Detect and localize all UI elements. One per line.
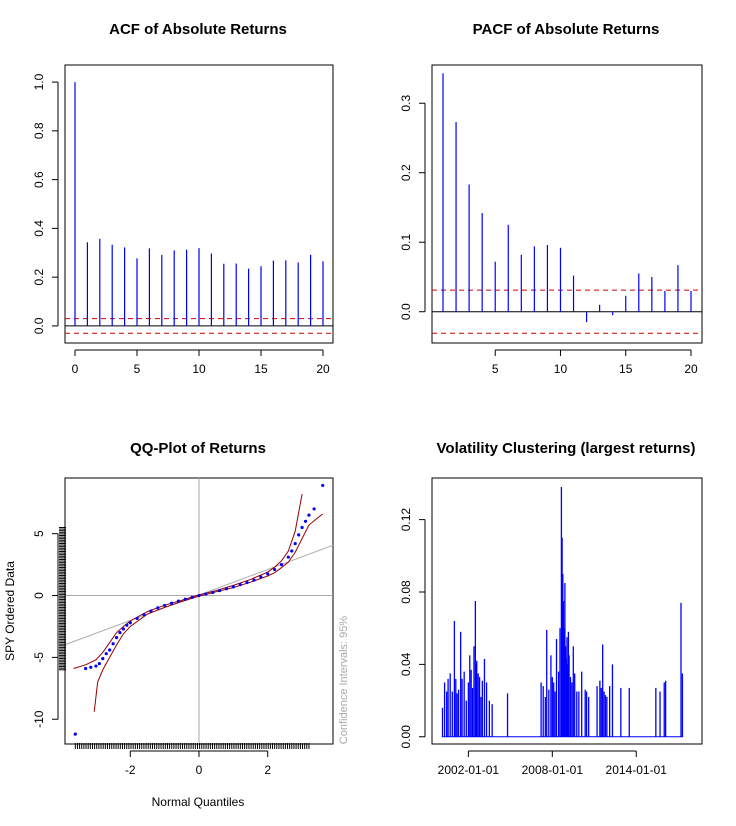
volatility-panel: Volatility Clustering (largest returns) … (399, 440, 703, 777)
pacf-x-tick-label: 5 (492, 362, 499, 376)
qq-point (169, 601, 174, 605)
qq-point (149, 609, 153, 613)
acf-y-tick-label: 0.4 (32, 220, 46, 237)
qq-point (211, 590, 215, 595)
qq-point (97, 661, 101, 666)
acf-y-tick-label: 1.0 (32, 73, 46, 90)
qq-point (197, 593, 201, 598)
volatility-y-tick-label: 0.08 (399, 580, 413, 604)
qq-point (176, 599, 180, 603)
qq-point (231, 585, 235, 589)
pacf-title: PACF of Absolute Returns (473, 21, 660, 38)
acf-plot-frame (64, 64, 334, 344)
qq-point (272, 567, 277, 572)
qq-point (114, 636, 119, 640)
qq-point (218, 588, 222, 593)
qq-point (108, 648, 112, 652)
qq-point (73, 732, 77, 736)
acf-x-tick-label: 0 (72, 362, 79, 376)
acf-y-tick-label: 0.8 (32, 122, 46, 139)
volatility-plot-frame (431, 477, 703, 745)
pacf-plot-frame (431, 64, 703, 344)
qq-y-tick-label: 5 (32, 530, 46, 537)
qq-point (321, 483, 325, 488)
pacf-x-tick-label: 10 (554, 362, 568, 376)
qq-ci-upper-curve (73, 493, 303, 670)
qq-point (104, 652, 108, 656)
qq-ci-lower-curve (93, 513, 324, 712)
qq-point (183, 597, 187, 601)
acf-y-tick-label: 0.2 (32, 268, 46, 285)
qq-y-tick-label: -5 (32, 652, 46, 663)
qq-point (238, 583, 242, 587)
qq-point (101, 657, 105, 661)
qq-point (293, 541, 297, 546)
qq-point (303, 519, 308, 523)
qq-point (204, 592, 208, 596)
volatility-y-tick-label: 0.12 (399, 508, 413, 532)
acf-y-tick-label: 0.6 (32, 171, 46, 188)
acf-panel: ACF of Absolute Returns 0 5 10 15 20 0.0 0.2 0.… (32, 21, 334, 376)
qq-point (266, 572, 270, 576)
acf-x-tick-label: 20 (316, 362, 330, 376)
qq-point (94, 664, 98, 668)
qq-point (279, 563, 284, 567)
acf-x-tick-label: 10 (192, 362, 206, 376)
qq-panel: QQ-Plot of Returns Normal Quantiles SPY … (3, 440, 350, 809)
qq-point (128, 621, 132, 625)
volatility-title: Volatility Clustering (largest returns) (437, 440, 696, 457)
qq-ylabel: SPY Ordered Data (3, 561, 17, 661)
acf-title: ACF of Absolute Returns (109, 21, 287, 38)
qq-point (163, 603, 167, 608)
qq-x-tick-label: -2 (125, 763, 136, 777)
qq-point (135, 616, 139, 621)
acf-y-tick-label: 0.0 (32, 317, 46, 334)
qq-point (190, 595, 194, 599)
qq-ci-label: Confidence Intervals: 95% (338, 616, 350, 745)
volatility-x-tick-label: 2008-01-01 (522, 763, 584, 777)
qq-point (297, 533, 301, 537)
pacf-x-tick-label: 20 (684, 362, 698, 376)
qq-point (156, 606, 160, 610)
pacf-y-tick-label: 0.2 (399, 164, 413, 181)
qq-point (259, 575, 263, 579)
qq-y-tick-label: 0 (32, 592, 46, 599)
qq-point (300, 525, 304, 530)
qq-x-tick-label: 2 (264, 763, 271, 777)
qq-point (111, 642, 115, 646)
pacf-y-tick-label: 0.3 (399, 95, 413, 112)
qq-point (121, 627, 126, 631)
volatility-x-tick-label: 2014-01-01 (606, 763, 668, 777)
qq-point (142, 613, 146, 617)
pacf-panel: PACF of Absolute Returns 5 10 15 20 0.0 0.1 0.… (399, 21, 703, 376)
qq-point (307, 513, 311, 517)
qq-y-tick-label: -10 (32, 710, 46, 728)
qq-x-tick-label: 0 (196, 763, 203, 777)
acf-x-tick-label: 15 (254, 362, 268, 376)
volatility-x-tick-label: 2002-01-01 (438, 763, 500, 777)
qq-point (84, 666, 88, 671)
acf-x-tick-label: 5 (134, 362, 141, 376)
volatility-y-tick-label: 0.00 (399, 725, 413, 749)
qq-point (224, 587, 229, 591)
qq-point (290, 549, 294, 553)
pacf-y-tick-label: 0.0 (399, 303, 413, 320)
qq-point (118, 631, 122, 635)
qq-xlabel: Normal Quantiles (152, 795, 245, 809)
volatility-y-tick-label: 0.04 (399, 652, 413, 676)
qq-point (312, 507, 316, 511)
qq-point (125, 623, 129, 627)
pacf-y-tick-label: 0.1 (399, 234, 413, 251)
qq-title: QQ-Plot of Returns (130, 440, 266, 457)
pacf-x-tick-label: 15 (619, 362, 633, 376)
qq-point (245, 580, 249, 585)
qq-point (89, 665, 93, 669)
qq-point (252, 578, 256, 582)
qq-point (286, 555, 290, 559)
